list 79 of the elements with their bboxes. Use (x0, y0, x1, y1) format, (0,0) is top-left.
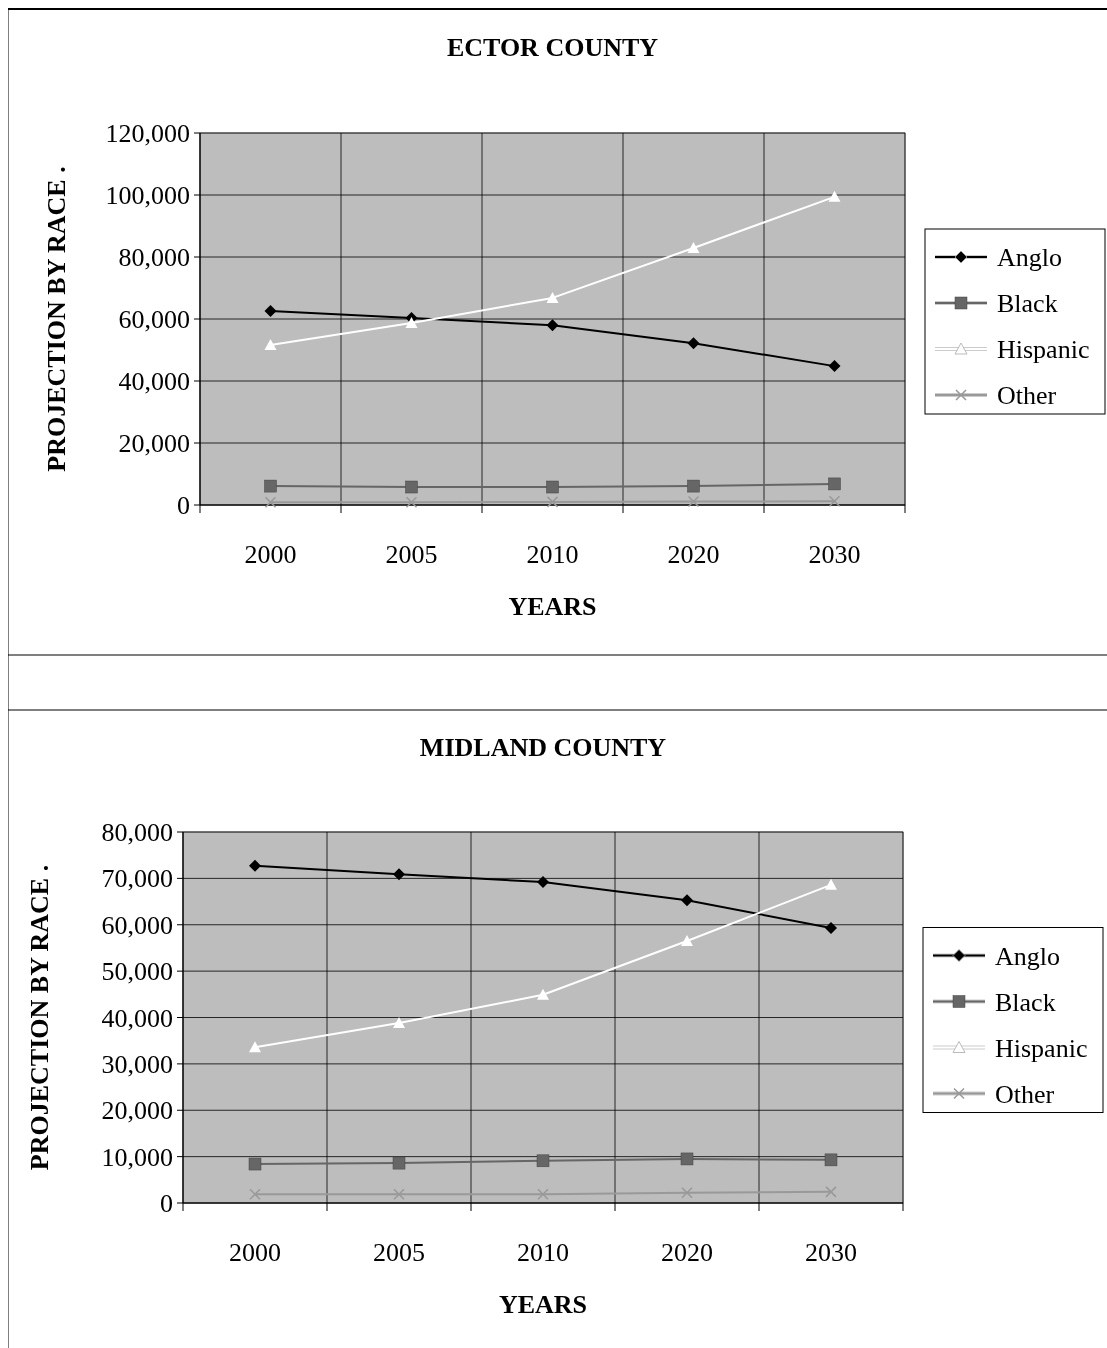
y-tick-label: 40,000 (118, 367, 190, 397)
legend-label: Black (995, 987, 1056, 1017)
y-tick-label: 60,000 (101, 910, 173, 940)
x-tick-label: 2020 (667, 540, 720, 569)
point (828, 477, 841, 491)
point (249, 859, 261, 872)
point (828, 190, 841, 202)
legend-label: Anglo (995, 941, 1060, 971)
point (825, 922, 837, 934)
x-tick-label: 2030 (808, 540, 861, 569)
x-axis-title: YEARS (498, 1290, 588, 1319)
point (680, 1152, 694, 1166)
point (249, 1041, 261, 1053)
point (824, 1153, 838, 1167)
point (687, 337, 700, 350)
y-tick-label: 0 (177, 491, 190, 521)
legend-label: Black (997, 289, 1058, 319)
point (537, 988, 549, 1000)
point (681, 934, 693, 946)
point (687, 495, 700, 508)
x-tick-label: 2005 (373, 1238, 425, 1267)
y-axis-title: PROJECTION BY RACE . (42, 166, 71, 472)
point (681, 894, 693, 907)
x-tick-label: 2020 (661, 1238, 713, 1267)
point (393, 1017, 405, 1029)
point (405, 496, 418, 508)
y-tick-label: 50,000 (101, 957, 173, 987)
point (546, 291, 559, 303)
x-axis-title: YEARS (508, 592, 597, 621)
point (687, 242, 700, 254)
y-tick-label: 120,000 (105, 119, 190, 149)
y-tick-label: 30,000 (101, 1049, 173, 1079)
point (825, 1186, 837, 1198)
point (537, 1188, 549, 1200)
point (537, 876, 549, 889)
x-tick-label: 2030 (805, 1238, 857, 1267)
legend-label: Hispanic (997, 335, 1090, 365)
point (546, 319, 559, 332)
x-tick-label: 2010 (526, 540, 579, 569)
y-tick-label: 20,000 (101, 1096, 173, 1126)
legend-label: Anglo (997, 243, 1062, 273)
y-tick-label: 10,000 (101, 1142, 173, 1172)
point (264, 496, 277, 508)
point (546, 496, 559, 508)
chart-title: MIDLAND COUNTY (419, 733, 667, 762)
point (249, 1188, 261, 1200)
point (392, 1156, 406, 1170)
point (681, 1187, 693, 1199)
x-tick-label: 2000 (229, 1238, 281, 1267)
point (248, 1157, 262, 1171)
point (546, 480, 559, 494)
point (264, 339, 277, 351)
point (264, 304, 277, 317)
point (687, 479, 700, 493)
y-tick-label: 60,000 (118, 305, 190, 335)
y-tick-label: 80,000 (118, 243, 190, 273)
point (828, 495, 841, 508)
point (825, 878, 837, 890)
chart-title: ECTOR COUNTY (446, 33, 659, 62)
x-tick-label: 2005 (385, 540, 438, 569)
point (393, 868, 405, 881)
y-tick-label: 40,000 (101, 1003, 173, 1033)
point (264, 479, 277, 493)
y-tick-label: 0 (160, 1189, 173, 1219)
point (393, 1188, 405, 1200)
point (405, 317, 418, 329)
point (828, 360, 841, 373)
y-tick-label: 80,000 (101, 818, 173, 848)
point (536, 1154, 550, 1168)
y-axis-title: PROJECTION BY RACE . (25, 864, 54, 1171)
y-tick-label: 20,000 (118, 429, 190, 459)
x-tick-label: 2000 (244, 540, 297, 569)
legend-label: Hispanic (995, 1033, 1088, 1063)
legend-label: Other (997, 381, 1057, 411)
x-tick-label: 2010 (517, 1238, 569, 1267)
point (405, 480, 418, 494)
y-tick-label: 70,000 (101, 864, 173, 894)
y-tick-label: 100,000 (105, 181, 190, 211)
legend-label: Other (995, 1079, 1055, 1109)
